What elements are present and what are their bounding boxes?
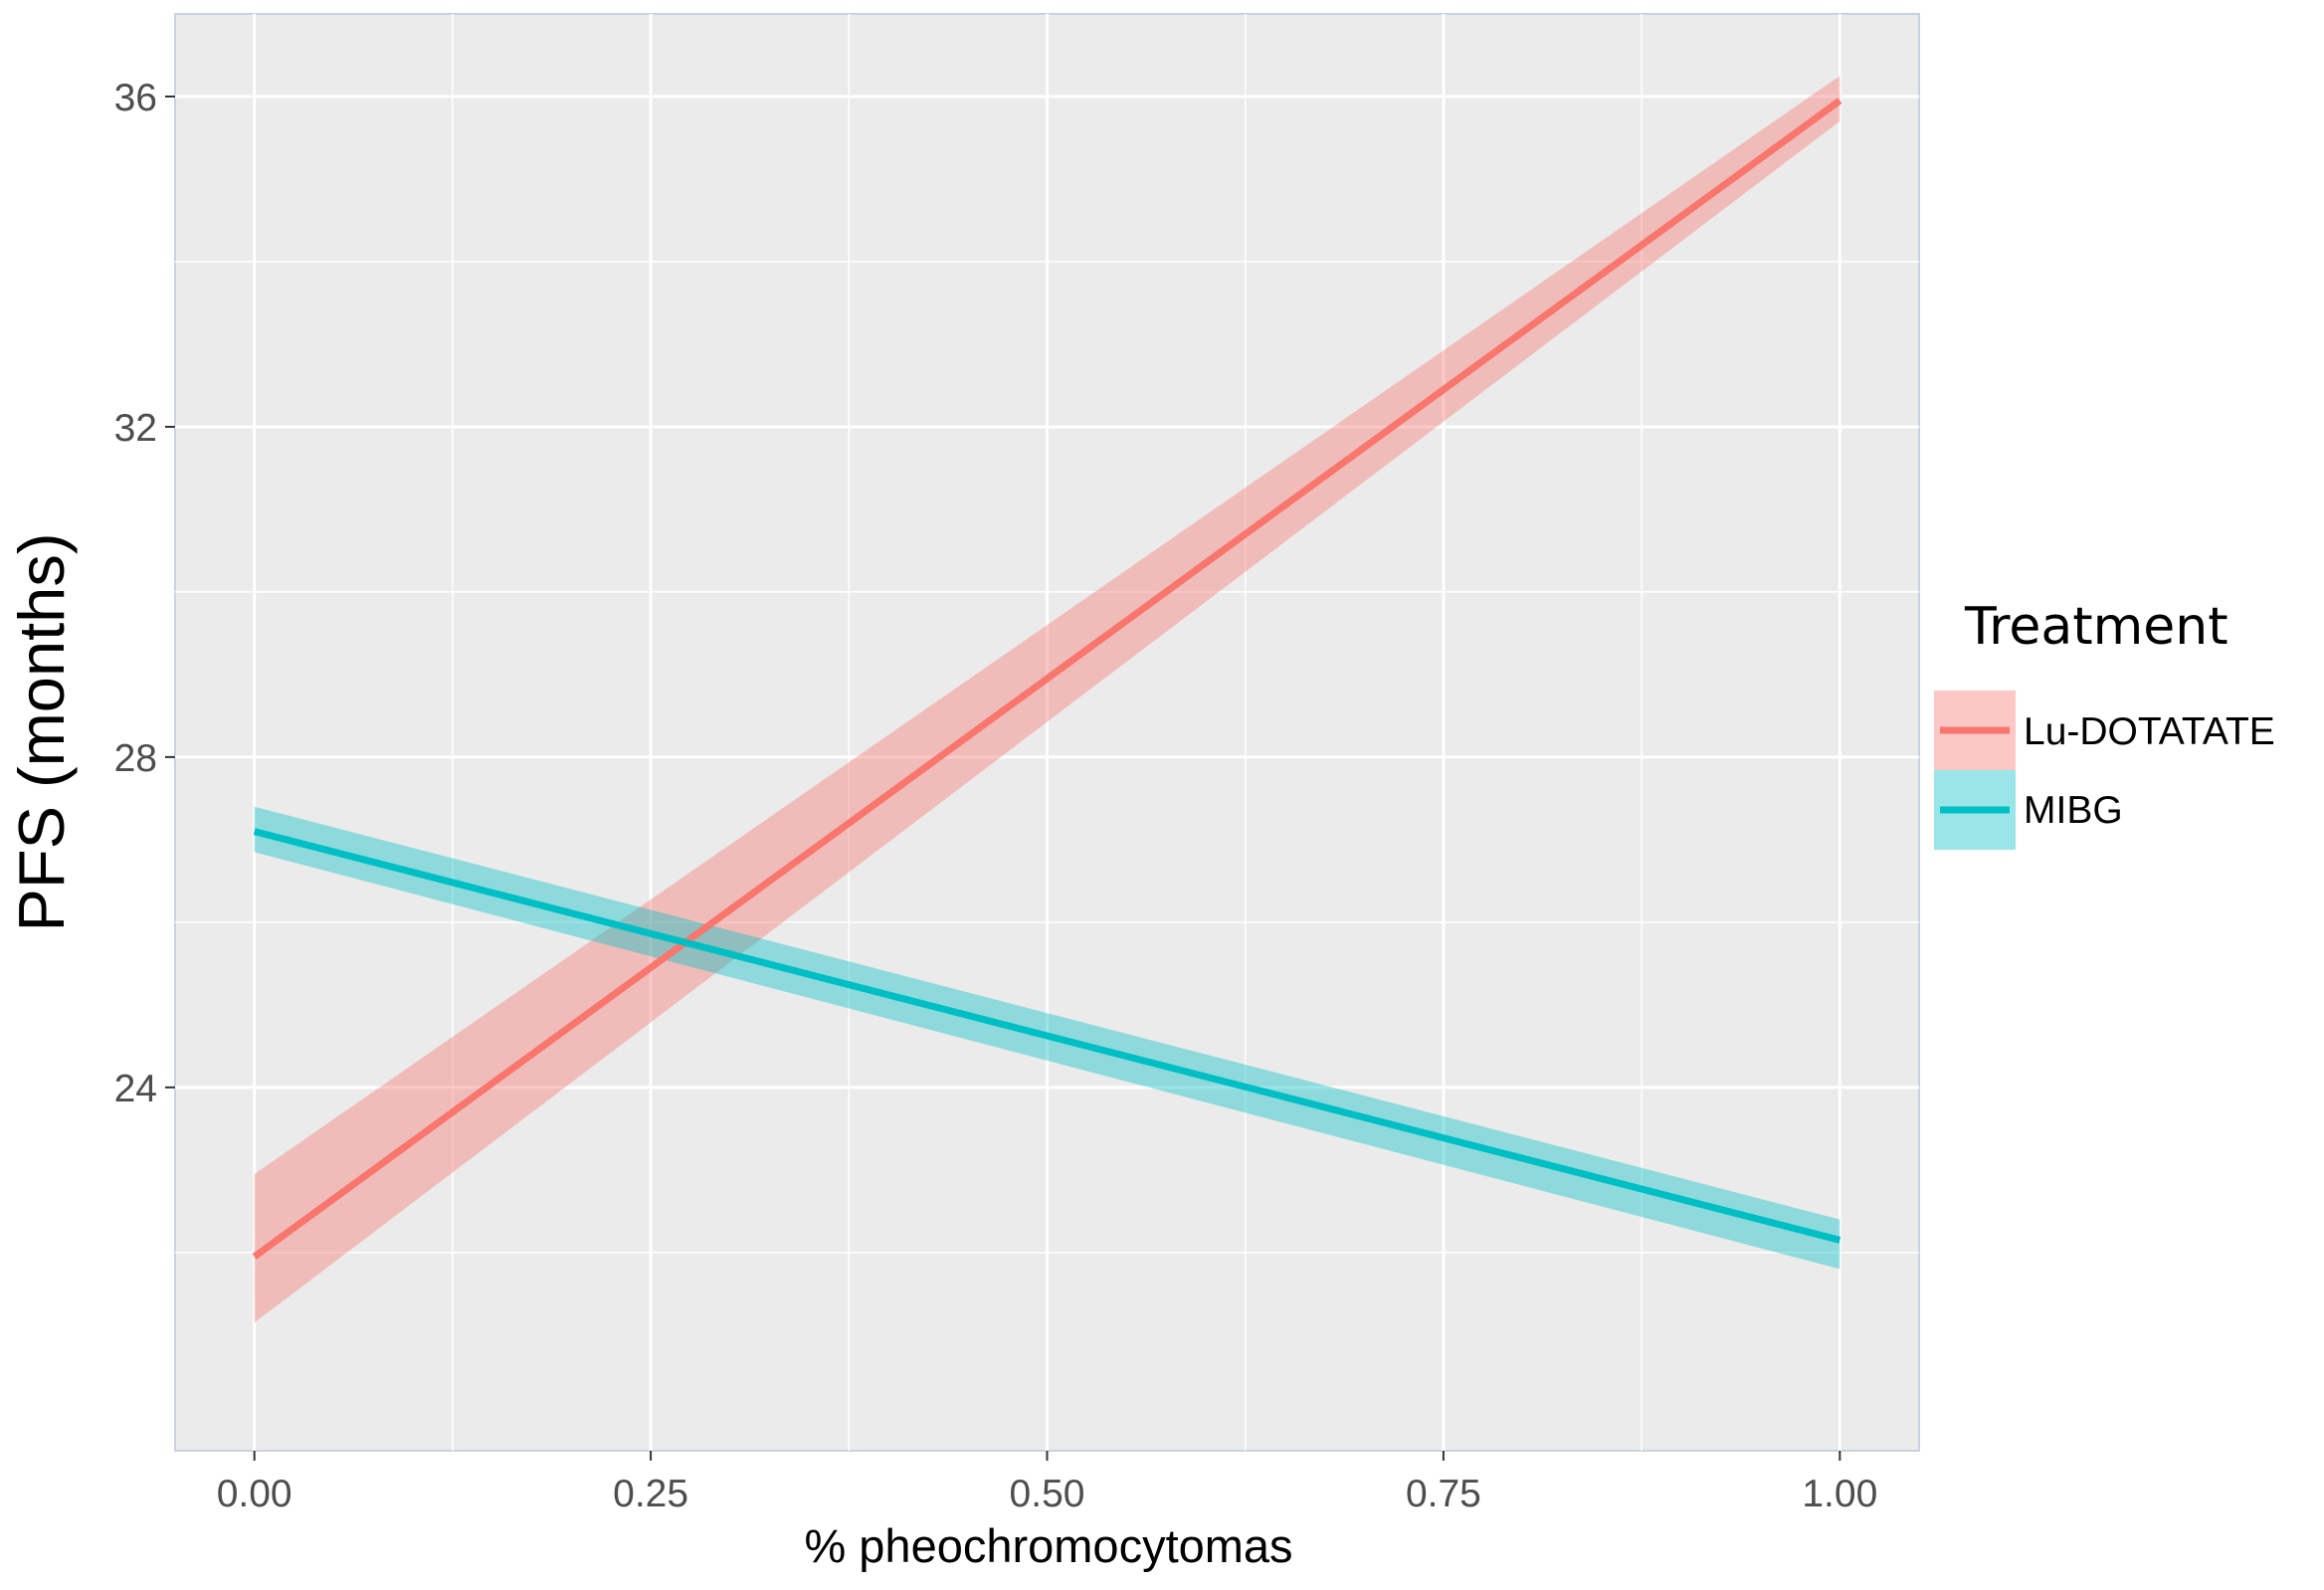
x-axis-title: % pheochromocytomas [804, 1519, 1292, 1572]
y-axis-title: PFS (months) [5, 533, 78, 932]
y-tick-label: 32 [114, 407, 157, 450]
y-tick-label: 24 [114, 1068, 157, 1110]
series-line-lu-dotatate [252, 98, 1842, 1260]
legend-keys [1934, 691, 2016, 850]
series-line-mibg [253, 828, 1841, 1244]
x-tick-label: 1.00 [1802, 1473, 1877, 1515]
legend: Treatment Lu-DOTATATE MIBG [1934, 597, 2275, 850]
y-tick-label: 28 [114, 737, 157, 780]
y-axis: 24 28 32 36 [114, 77, 175, 1110]
legend-label-lu-dotatate: Lu-DOTATATE [2024, 710, 2275, 753]
x-tick-label: 0.25 [613, 1473, 688, 1515]
major-gridlines [175, 14, 1919, 1451]
legend-title: Treatment [1964, 597, 2228, 657]
x-axis: 0.00 0.25 0.50 0.75 1.00 [217, 1451, 1877, 1515]
legend-label-mibg: MIBG [2024, 789, 2123, 832]
x-tick-label: 0.50 [1010, 1473, 1085, 1515]
y-tick-label: 36 [114, 77, 157, 119]
x-tick-label: 0.75 [1406, 1473, 1481, 1515]
series-lines [252, 98, 1842, 1260]
x-tick-label: 0.00 [217, 1473, 292, 1515]
